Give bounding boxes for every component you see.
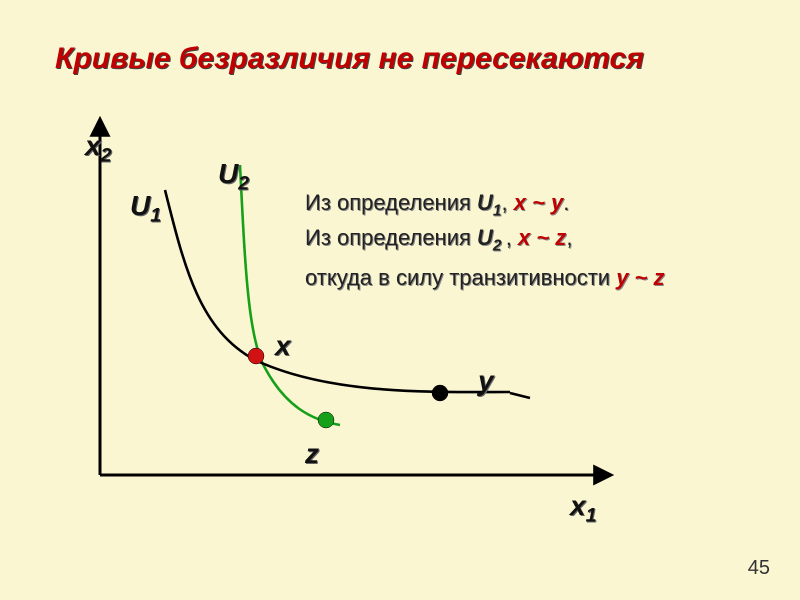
page-number: 45 bbox=[748, 557, 770, 580]
x-axis-label: x1 bbox=[570, 490, 596, 528]
u2-label: U2 bbox=[218, 158, 249, 196]
point-x bbox=[248, 348, 264, 364]
slide-title: Кривые безразличия не пересекаются bbox=[55, 42, 644, 76]
slide-root: Кривые безразличия не пересекаются x1 x2… bbox=[0, 0, 800, 600]
point-x-label: x bbox=[275, 330, 291, 362]
explain-line: Из определения U2 , x ~ z, bbox=[305, 225, 572, 255]
explain-line: Из определения U1, x ~ y. bbox=[305, 190, 569, 220]
curve-u1-tail bbox=[510, 393, 530, 398]
point-y-label: y bbox=[478, 365, 494, 397]
point-z bbox=[318, 412, 334, 428]
diagram-svg bbox=[0, 0, 800, 600]
point-z-label: z bbox=[305, 438, 319, 470]
u1-label: U1 bbox=[130, 190, 161, 228]
point-y bbox=[432, 385, 448, 401]
y-axis-label: x2 bbox=[85, 130, 111, 168]
explain-line: откуда в силу транзитивности y ~ z bbox=[305, 265, 665, 291]
